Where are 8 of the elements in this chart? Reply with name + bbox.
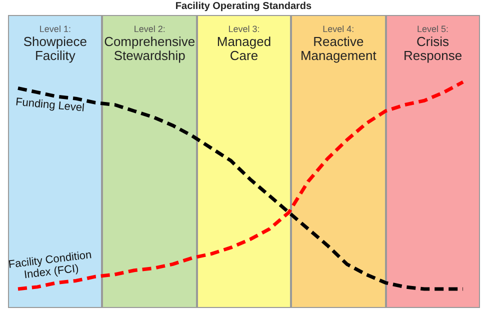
text: Level 4: Reactive Management [299,23,378,63]
text: Level 1: Showpiece Facility [22,23,88,63]
text: Level 5: Crisis Response [402,23,464,63]
text: Level 2: Comprehensive Stewardship [103,23,196,63]
text: Level 3: Managed Care [216,23,272,63]
text: Funding Level [15,96,85,114]
chart-title: Facility Operating Standards [174,1,313,12]
text: Facility Condition Index (FCI) [8,249,92,282]
